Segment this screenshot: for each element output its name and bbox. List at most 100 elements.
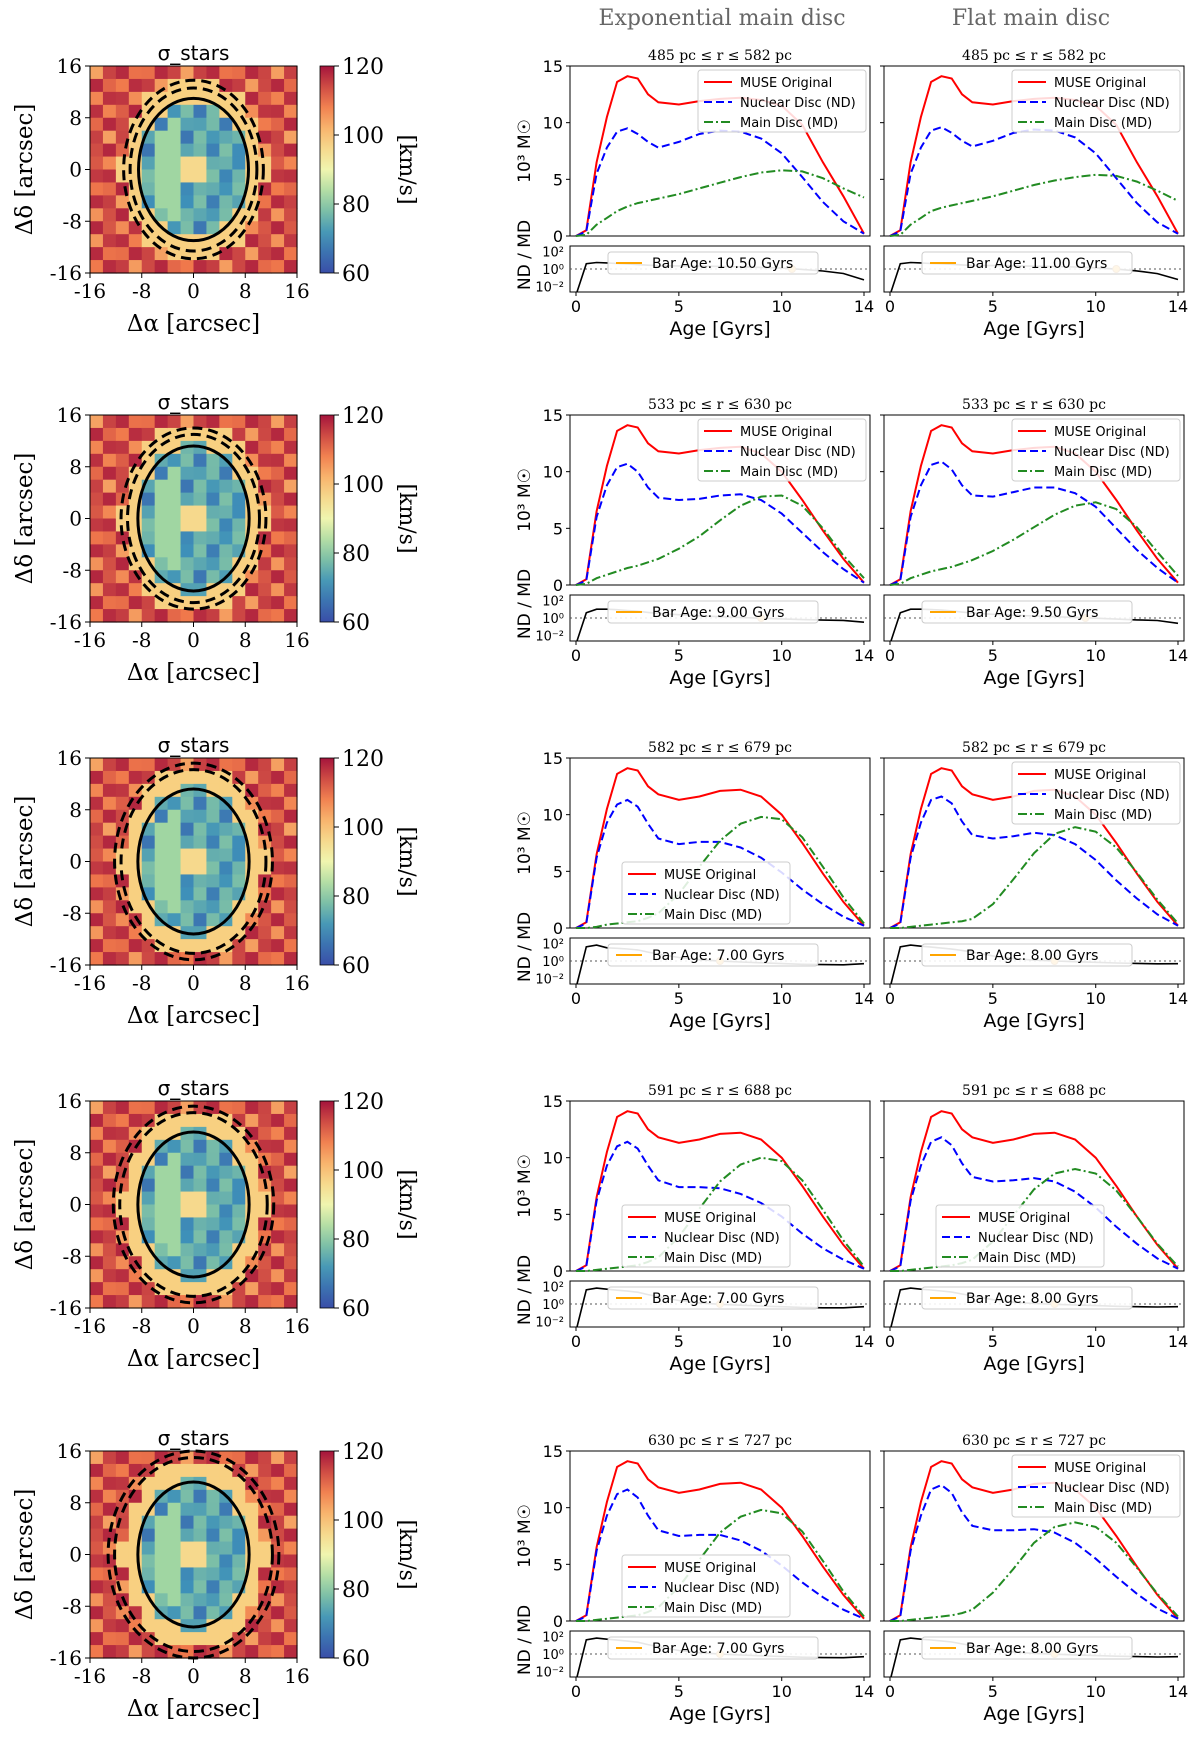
sigma-map-pixels — [90, 415, 298, 623]
x-tick-label: 5 — [674, 1332, 684, 1351]
sigma-map-pixel — [141, 518, 156, 533]
solid-ellipse — [136, 787, 251, 936]
legend-label: Nuclear Disc (ND) — [1054, 445, 1170, 460]
sigma-map-pixel — [232, 952, 246, 966]
sigma-map-pixel — [193, 1515, 208, 1530]
x-tick-label: 14 — [1168, 1332, 1188, 1351]
sigma-map-pixel — [219, 531, 233, 545]
sigma-map-pixel — [128, 900, 143, 914]
sigma-map-pixel — [128, 1282, 143, 1296]
sigma-map-pixel — [167, 260, 182, 274]
sigma-map-pixel — [206, 1113, 220, 1128]
sigma-map-pixel — [271, 91, 285, 106]
sigma-map-pixel — [284, 453, 298, 468]
sigma-map-pixel — [141, 1541, 156, 1556]
sigma-map-pixel — [284, 1632, 298, 1646]
sigma-map-pixel — [180, 758, 195, 772]
sigma-map-pixel — [102, 770, 117, 785]
legend-label: Nuclear Disc (ND) — [664, 1231, 780, 1246]
x-tick-label: -8 — [132, 279, 151, 303]
sigma-map-pixel — [271, 531, 285, 545]
sigma-map-pixel — [102, 492, 117, 507]
sigma-map-pixel — [271, 1606, 285, 1620]
sigma-map-pixel — [115, 1451, 130, 1465]
sigma-map-pixel — [128, 1101, 143, 1115]
legend-label: Main Disc (MD) — [1054, 808, 1152, 823]
bar-age-legend — [921, 1286, 1133, 1310]
sigma-map-pixel — [167, 900, 182, 914]
x-tick-label: 5 — [674, 646, 684, 665]
sigma-map-pixel — [154, 1126, 169, 1141]
sigma-map-pixel — [167, 913, 182, 927]
x-tick-label: 0 — [571, 297, 581, 316]
sigma-map-pixel — [102, 427, 117, 442]
sigma-map-pixel — [180, 1580, 195, 1594]
sigma-map-pixel — [102, 1606, 117, 1620]
sigma-map-pixel — [206, 208, 220, 222]
colorbar-tick-label: 100 — [342, 473, 384, 498]
sigma-map-pixel — [232, 1178, 246, 1193]
sigma-map-pixel — [232, 182, 246, 196]
sigma-map-pixel — [90, 221, 104, 235]
colorbar-label: [km/s] — [394, 826, 419, 896]
sigma-map-pixel — [141, 874, 156, 888]
sigma-map-pixel — [154, 492, 169, 507]
sigma-map-pixel — [284, 1178, 298, 1193]
sigma-map-pixel — [180, 182, 195, 196]
sigma-map-pixel — [90, 91, 104, 106]
sigma-map-pixel — [180, 479, 195, 494]
sigma-map-pixel — [219, 809, 233, 824]
sigma-map-pixel — [90, 1476, 104, 1491]
sigma-map-pixel — [90, 1515, 104, 1530]
sigma-map-pixel — [206, 1502, 220, 1517]
legend-label: Main Disc (MD) — [740, 465, 838, 480]
sigma-map-pixel — [271, 1541, 285, 1556]
sigma-map-pixel — [258, 195, 272, 209]
colorbar-tick-label: 60 — [342, 262, 370, 287]
bar-age-legend — [921, 943, 1133, 967]
sigma-map-pixel — [115, 952, 130, 966]
sigma-map-pixel — [284, 1528, 298, 1543]
sigma-map-pixel — [90, 952, 104, 966]
sigma-map-pixel — [128, 609, 143, 623]
sigma-map-pixel — [167, 415, 182, 429]
sigma-map-pixel — [193, 182, 208, 196]
sigma-map-pixel — [232, 939, 246, 953]
sigma-map-pixel — [167, 156, 182, 171]
y-tick-label: -8 — [63, 1594, 82, 1618]
sigma-map-pixel — [245, 952, 259, 966]
sigma-map-pixel — [102, 1152, 117, 1167]
sigma-map-pixel — [193, 518, 208, 533]
main-disc-line — [575, 169, 865, 237]
sigma-map-pixel — [115, 1476, 130, 1491]
sigma-map-pixel — [102, 1528, 117, 1543]
sigma-map-pixel — [219, 1101, 233, 1115]
sigma-map-pixel — [232, 861, 246, 876]
colorbar — [319, 65, 335, 274]
sigma-map-pixel — [271, 427, 285, 442]
sigma-map-pixel — [167, 1204, 182, 1219]
sigma-map-pixel — [245, 900, 259, 914]
sigma-map-pixel — [219, 1243, 233, 1257]
dashed-ellipse-2 — [122, 78, 265, 261]
sigma-map-pixel — [115, 913, 130, 927]
sigma-map-pixel — [102, 1451, 117, 1465]
sigma-map-pixel — [90, 427, 104, 442]
sigma-map-pixel — [90, 1593, 104, 1607]
sigma-map-pixel — [271, 117, 285, 132]
sigma-map-pixel — [245, 758, 259, 772]
y-tick-label: -16 — [50, 261, 82, 285]
sigma-map-pixel — [102, 796, 117, 811]
sigma-map-pixel — [271, 1489, 285, 1504]
legend-label: Main Disc (MD) — [664, 1251, 762, 1266]
y-tick-label: 0 — [553, 1262, 563, 1281]
sigma-map-pixel — [154, 208, 169, 222]
sigma-map-pixel — [219, 117, 233, 132]
main-axes-frame — [883, 1450, 1185, 1622]
sigma-map-pixel — [115, 260, 130, 274]
y-tick-label: 0 — [69, 1543, 82, 1567]
sigma-map-title: σ_stars — [158, 41, 230, 65]
sigma-map-pixel — [206, 570, 220, 584]
sigma-map-pixel — [180, 861, 195, 876]
sigma-map-pixel — [271, 130, 285, 145]
